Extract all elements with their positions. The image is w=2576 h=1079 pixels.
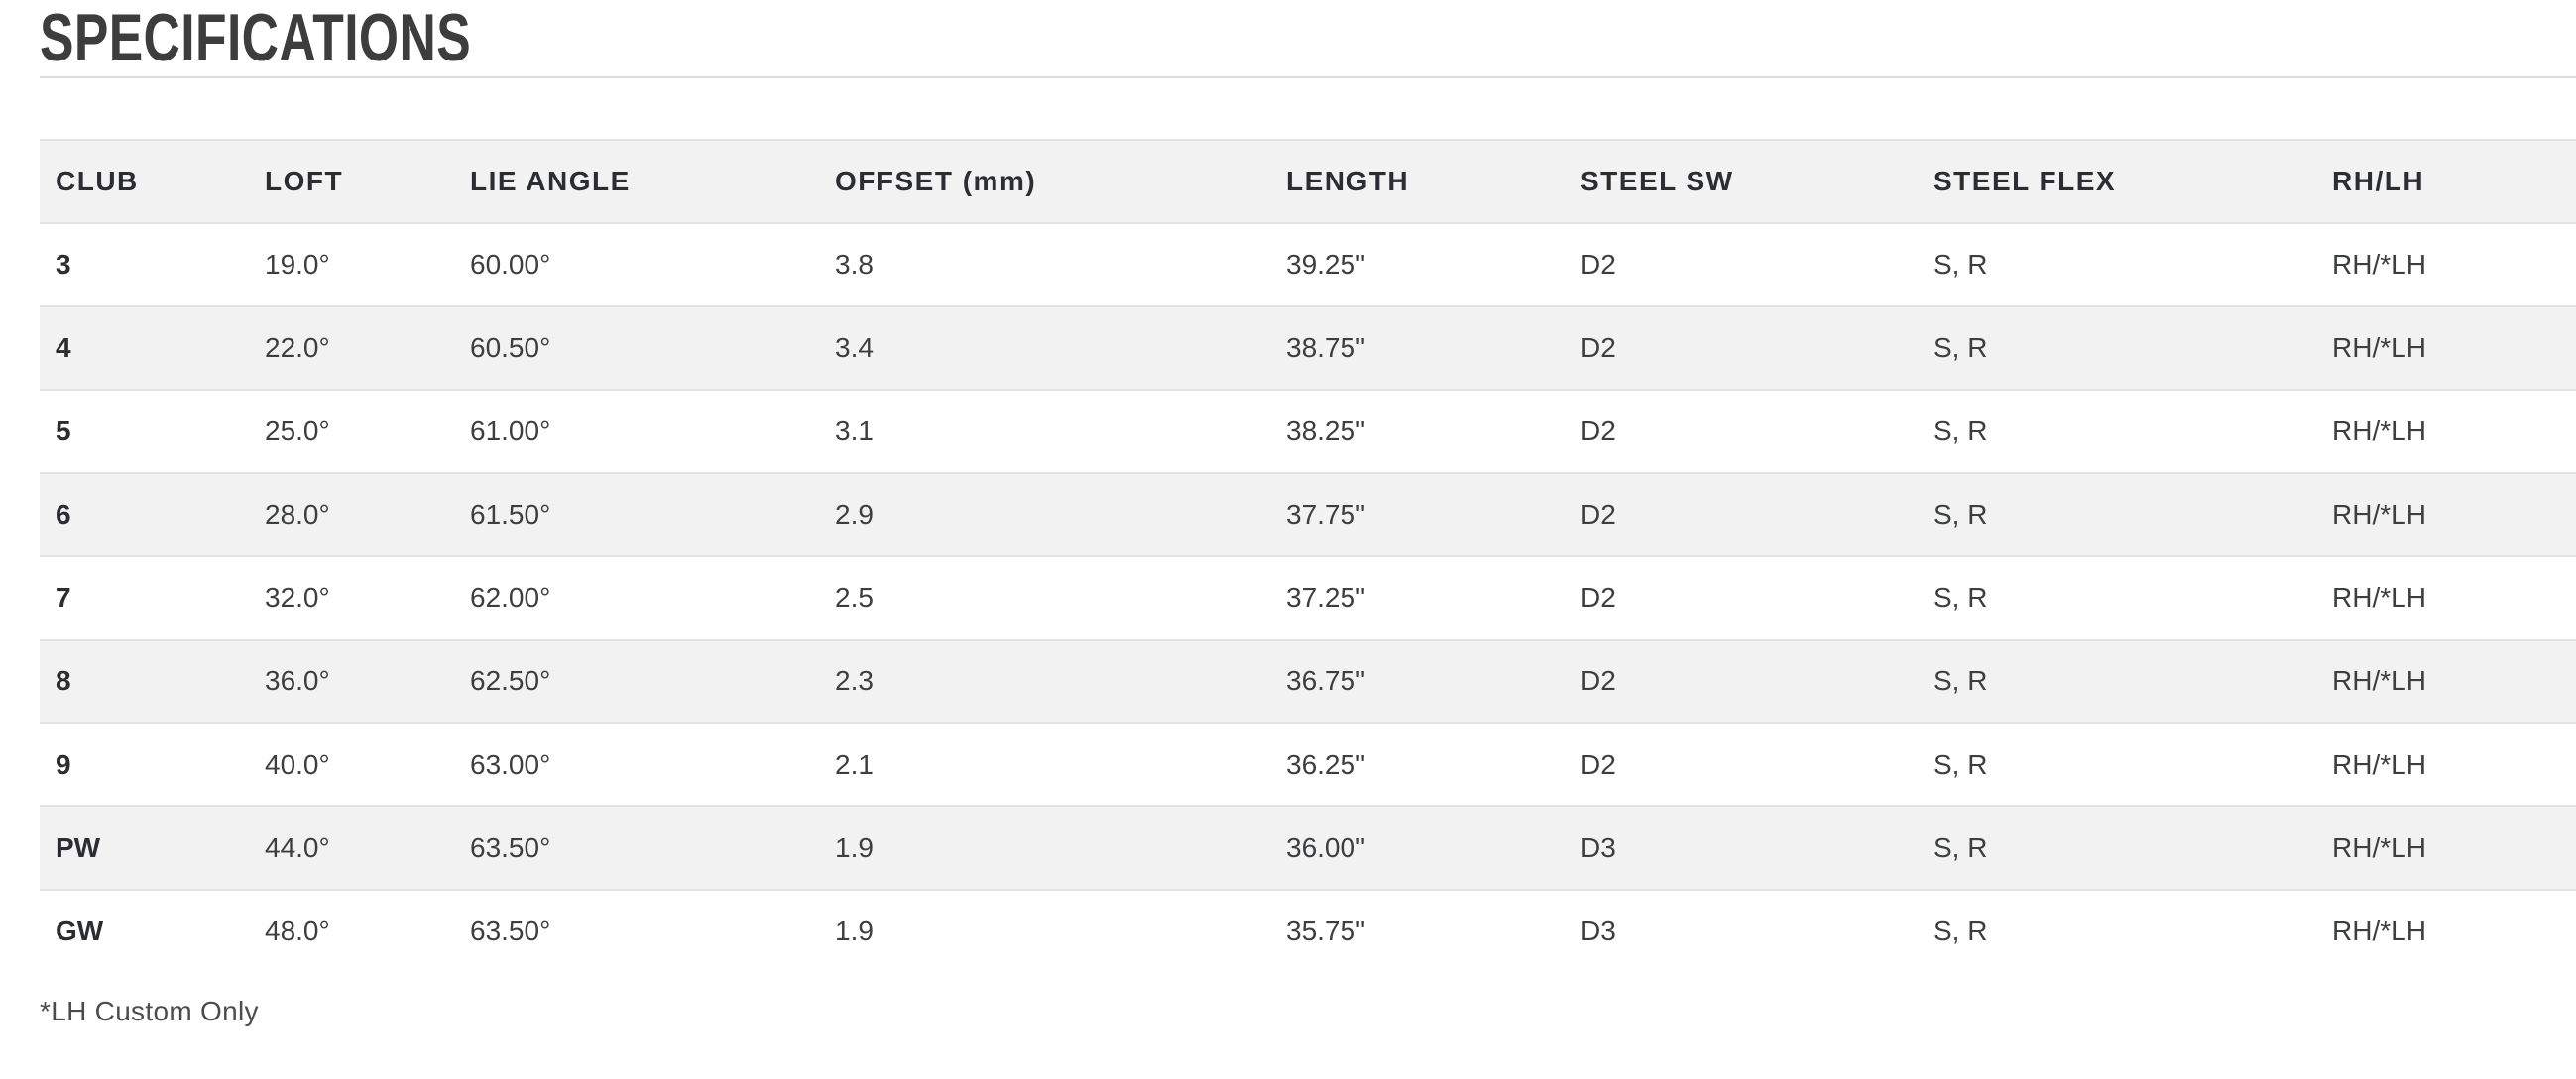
cell-offset-mm: 2.1 xyxy=(819,722,1270,806)
cell-length: 38.75" xyxy=(1270,305,1565,390)
cell-rh-lh: RH/*LH xyxy=(2316,222,2576,306)
cell-lie-angle: 63.50° xyxy=(454,889,819,973)
table-body: 3 19.0° 60.00° 3.8 39.25" D2 S, R RH/*LH 4 22.0° 6… xyxy=(40,222,2576,973)
spec-row-3: 3 19.0° 60.00° 3.8 39.25" D2 S, R RH/*LH xyxy=(40,222,2576,306)
spec-row-8: 8 36.0° 62.50° 2.3 36.75" D2 S, R RH/*LH xyxy=(40,639,2576,723)
cell-steel-sw: D2 xyxy=(1565,222,1918,306)
cell-steel-sw: D2 xyxy=(1565,305,1918,390)
cell-steel-flex: S, R xyxy=(1918,722,2316,806)
cell-lie-angle: 63.00° xyxy=(454,722,819,806)
page-title-text: SPECIFICATIONS xyxy=(40,0,472,75)
spec-row-gw: GW 48.0° 63.50° 1.9 35.75" D3 S, R RH/*LH xyxy=(40,889,2576,973)
cell-offset-mm: 3.8 xyxy=(819,222,1270,306)
cell-club: 5 xyxy=(40,389,249,473)
table-header-row: CLUB LOFT LIE ANGLE OFFSET (mm) LENGTH STEEL … xyxy=(40,139,2576,223)
cell-rh-lh: RH/*LH xyxy=(2316,805,2576,890)
cell-loft: 32.0° xyxy=(249,555,454,640)
spec-row-9: 9 40.0° 63.00° 2.1 36.25" D2 S, R RH/*LH xyxy=(40,722,2576,806)
cell-lie-angle: 60.00° xyxy=(454,222,819,306)
cell-offset-mm: 1.9 xyxy=(819,805,1270,890)
cell-steel-sw: D2 xyxy=(1565,472,1918,556)
cell-steel-flex: S, R xyxy=(1918,805,2316,890)
cell-loft: 44.0° xyxy=(249,805,454,890)
column-header-length: LENGTH xyxy=(1270,139,1565,223)
cell-club: 8 xyxy=(40,639,249,723)
cell-club: 9 xyxy=(40,722,249,806)
cell-offset-mm: 1.9 xyxy=(819,889,1270,973)
cell-rh-lh: RH/*LH xyxy=(2316,639,2576,723)
spec-row-5: 5 25.0° 61.00° 3.1 38.25" D2 S, R RH/*LH xyxy=(40,389,2576,473)
cell-loft: 22.0° xyxy=(249,305,454,390)
column-header-offset-mm: OFFSET (mm) xyxy=(819,139,1270,223)
cell-steel-flex: S, R xyxy=(1918,555,2316,640)
cell-club: 6 xyxy=(40,472,249,556)
spec-row-4: 4 22.0° 60.50° 3.4 38.75" D2 S, R RH/*LH xyxy=(40,305,2576,390)
cell-offset-mm: 2.3 xyxy=(819,639,1270,723)
cell-rh-lh: RH/*LH xyxy=(2316,472,2576,556)
cell-lie-angle: 62.50° xyxy=(454,639,819,723)
cell-rh-lh: RH/*LH xyxy=(2316,722,2576,806)
cell-steel-flex: S, R xyxy=(1918,222,2316,306)
column-header-steel-sw: STEEL SW xyxy=(1565,139,1918,223)
cell-club: GW xyxy=(40,889,249,973)
cell-rh-lh: RH/*LH xyxy=(2316,389,2576,473)
cell-offset-mm: 3.4 xyxy=(819,305,1270,390)
column-header-steel-flex: STEEL FLEX xyxy=(1918,139,2316,223)
spec-row-6: 6 28.0° 61.50° 2.9 37.75" D2 S, R RH/*LH xyxy=(40,472,2576,556)
cell-length: 38.25" xyxy=(1270,389,1565,473)
cell-offset-mm: 2.9 xyxy=(819,472,1270,556)
cell-length: 36.25" xyxy=(1270,722,1565,806)
cell-lie-angle: 61.50° xyxy=(454,472,819,556)
cell-steel-flex: S, R xyxy=(1918,472,2316,556)
spec-row-7: 7 32.0° 62.00° 2.5 37.25" D2 S, R RH/*LH xyxy=(40,555,2576,640)
cell-steel-flex: S, R xyxy=(1918,305,2316,390)
cell-length: 35.75" xyxy=(1270,889,1565,973)
cell-lie-angle: 60.50° xyxy=(454,305,819,390)
cell-loft: 19.0° xyxy=(249,222,454,306)
cell-rh-lh: RH/*LH xyxy=(2316,889,2576,973)
cell-loft: 40.0° xyxy=(249,722,454,806)
cell-loft: 48.0° xyxy=(249,889,454,973)
cell-lie-angle: 61.00° xyxy=(454,389,819,473)
cell-steel-sw: D2 xyxy=(1565,722,1918,806)
cell-lie-angle: 63.50° xyxy=(454,805,819,890)
footnote-text: *LH Custom Only xyxy=(40,996,259,1026)
spec-row-pw: PW 44.0° 63.50° 1.9 36.00" D3 S, R RH/*LH xyxy=(40,805,2576,890)
page-title: SPECIFICATIONS xyxy=(40,4,2576,71)
cell-steel-sw: D2 xyxy=(1565,555,1918,640)
cell-loft: 25.0° xyxy=(249,389,454,473)
cell-rh-lh: RH/*LH xyxy=(2316,555,2576,640)
cell-club: PW xyxy=(40,805,249,890)
cell-steel-sw: D3 xyxy=(1565,805,1918,890)
cell-loft: 28.0° xyxy=(249,472,454,556)
cell-steel-sw: D2 xyxy=(1565,639,1918,723)
column-header-rh-lh: RH/LH xyxy=(2316,139,2576,223)
cell-length: 36.75" xyxy=(1270,639,1565,723)
column-header-lie-angle: LIE ANGLE xyxy=(454,139,819,223)
specifications-section: SPECIFICATIONS CLUB LOFT LIE ANGLE OFFSET (… xyxy=(0,4,2576,1028)
cell-club: 4 xyxy=(40,305,249,390)
cell-steel-flex: S, R xyxy=(1918,889,2316,973)
cell-club: 7 xyxy=(40,555,249,640)
cell-steel-sw: D2 xyxy=(1565,389,1918,473)
column-header-loft: LOFT xyxy=(249,139,454,223)
cell-length: 37.75" xyxy=(1270,472,1565,556)
title-divider xyxy=(40,76,2576,78)
cell-club: 3 xyxy=(40,222,249,306)
column-header-club: CLUB xyxy=(40,139,249,223)
footnote: *LH Custom Only xyxy=(40,995,2576,1028)
cell-steel-flex: S, R xyxy=(1918,389,2316,473)
cell-steel-sw: D3 xyxy=(1565,889,1918,973)
cell-lie-angle: 62.00° xyxy=(454,555,819,640)
cell-loft: 36.0° xyxy=(249,639,454,723)
cell-offset-mm: 3.1 xyxy=(819,389,1270,473)
cell-rh-lh: RH/*LH xyxy=(2316,305,2576,390)
cell-length: 36.00" xyxy=(1270,805,1565,890)
cell-offset-mm: 2.5 xyxy=(819,555,1270,640)
cell-length: 37.25" xyxy=(1270,555,1565,640)
cell-steel-flex: S, R xyxy=(1918,639,2316,723)
specifications-table: CLUB LOFT LIE ANGLE OFFSET (mm) LENGTH STEEL … xyxy=(40,139,2576,973)
cell-length: 39.25" xyxy=(1270,222,1565,306)
